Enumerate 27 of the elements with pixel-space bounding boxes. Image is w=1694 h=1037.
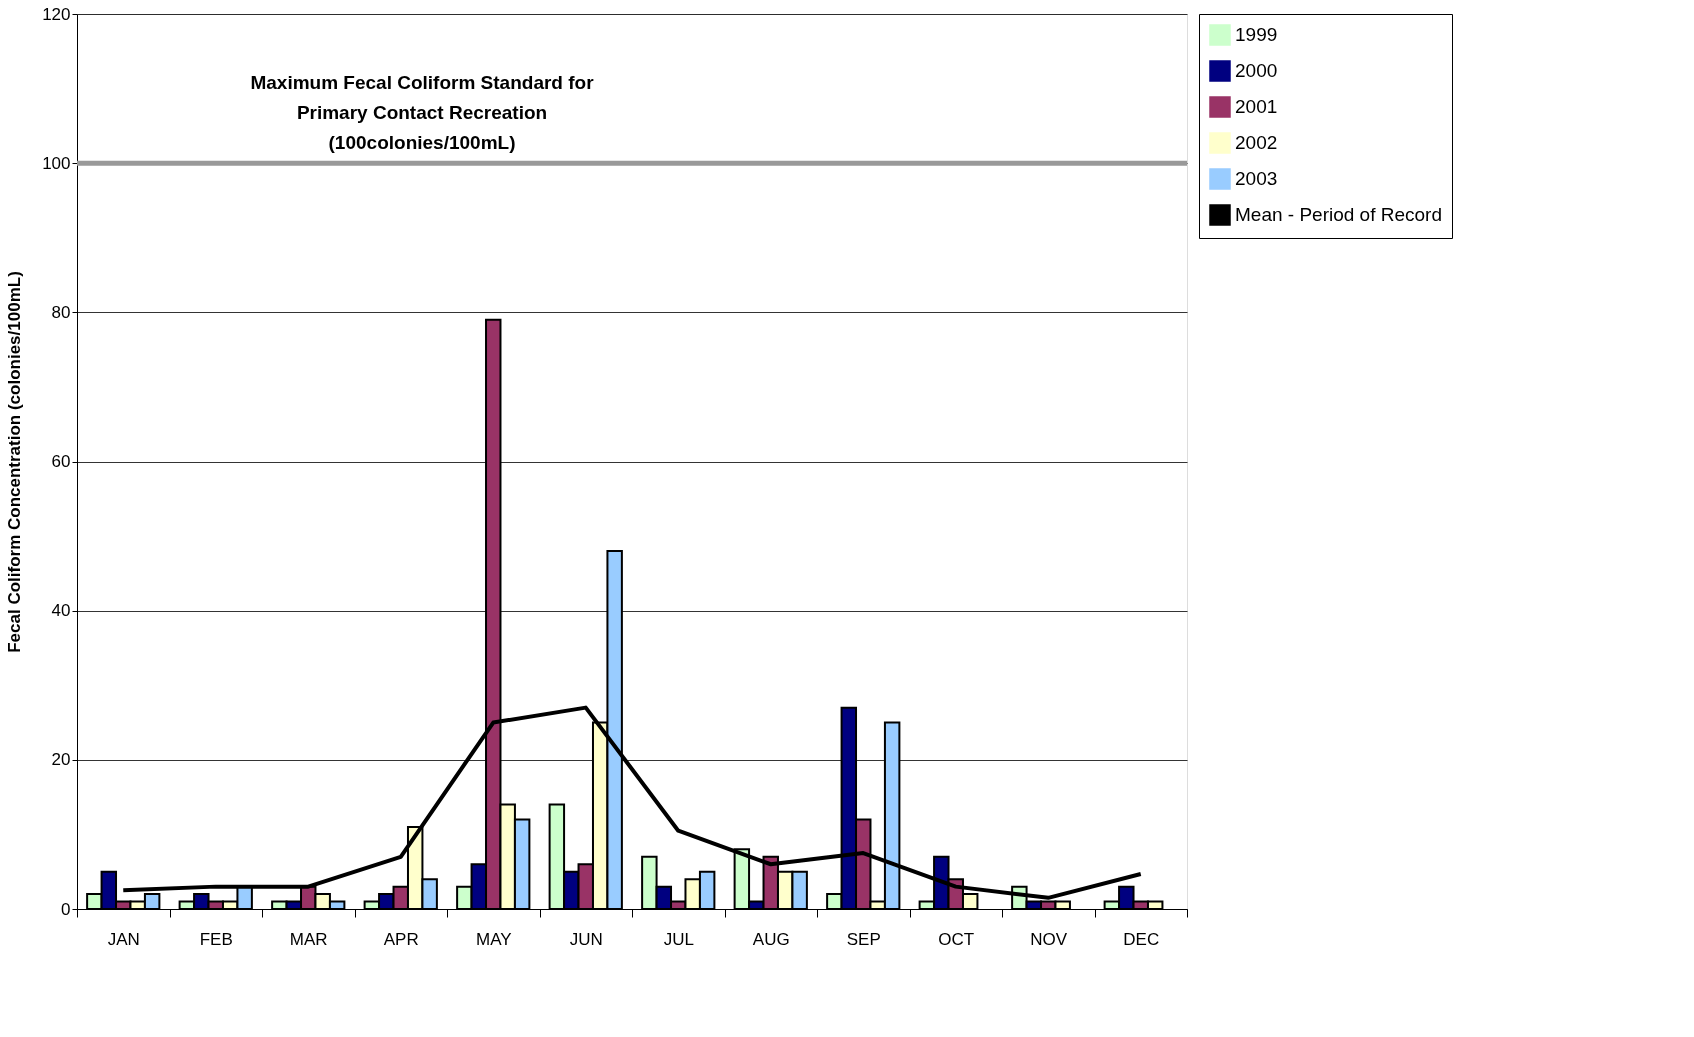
y-tick-label: 40 <box>51 601 71 621</box>
ref-line-label: Maximum Fecal Coliform Standard for Primary Contact Recreation (100colonies/100mL) <box>250 72 595 154</box>
x-tick-label: OCT <box>938 929 975 949</box>
legend-label: 2001 <box>1235 96 1278 117</box>
legend-label: 2003 <box>1235 168 1278 189</box>
x-tick-label: FEB <box>199 929 233 949</box>
y-tick-label: 0 <box>61 899 71 919</box>
x-tick-label: JUL <box>663 929 694 949</box>
y-tick-label: 120 <box>42 4 71 24</box>
y-tick-label: 80 <box>51 302 71 322</box>
x-tick-label: NOV <box>1030 929 1068 949</box>
x-tick-label: JAN <box>107 929 140 949</box>
x-tick-label: MAY <box>475 929 512 949</box>
legend-label: Mean - Period of Record <box>1235 204 1442 225</box>
x-tick-label: JUN <box>569 929 603 949</box>
legend-label: 2002 <box>1235 132 1278 153</box>
y-axis-title: Fecal Coliform Concentration (colonies/100mL) <box>5 271 25 653</box>
x-tick-label: DEC <box>1123 929 1160 949</box>
legend-label: 2000 <box>1235 60 1278 81</box>
x-tick-label: APR <box>383 929 419 949</box>
x-tick-label: MAR <box>289 929 328 949</box>
legend-label: 1999 <box>1235 24 1278 45</box>
x-tick-label: AUG <box>752 929 790 949</box>
y-tick-label: 60 <box>51 452 71 471</box>
y-tick-label: 100 <box>42 153 71 173</box>
y-tick-label: 20 <box>51 750 71 770</box>
x-tick-label: SEP <box>846 929 881 949</box>
